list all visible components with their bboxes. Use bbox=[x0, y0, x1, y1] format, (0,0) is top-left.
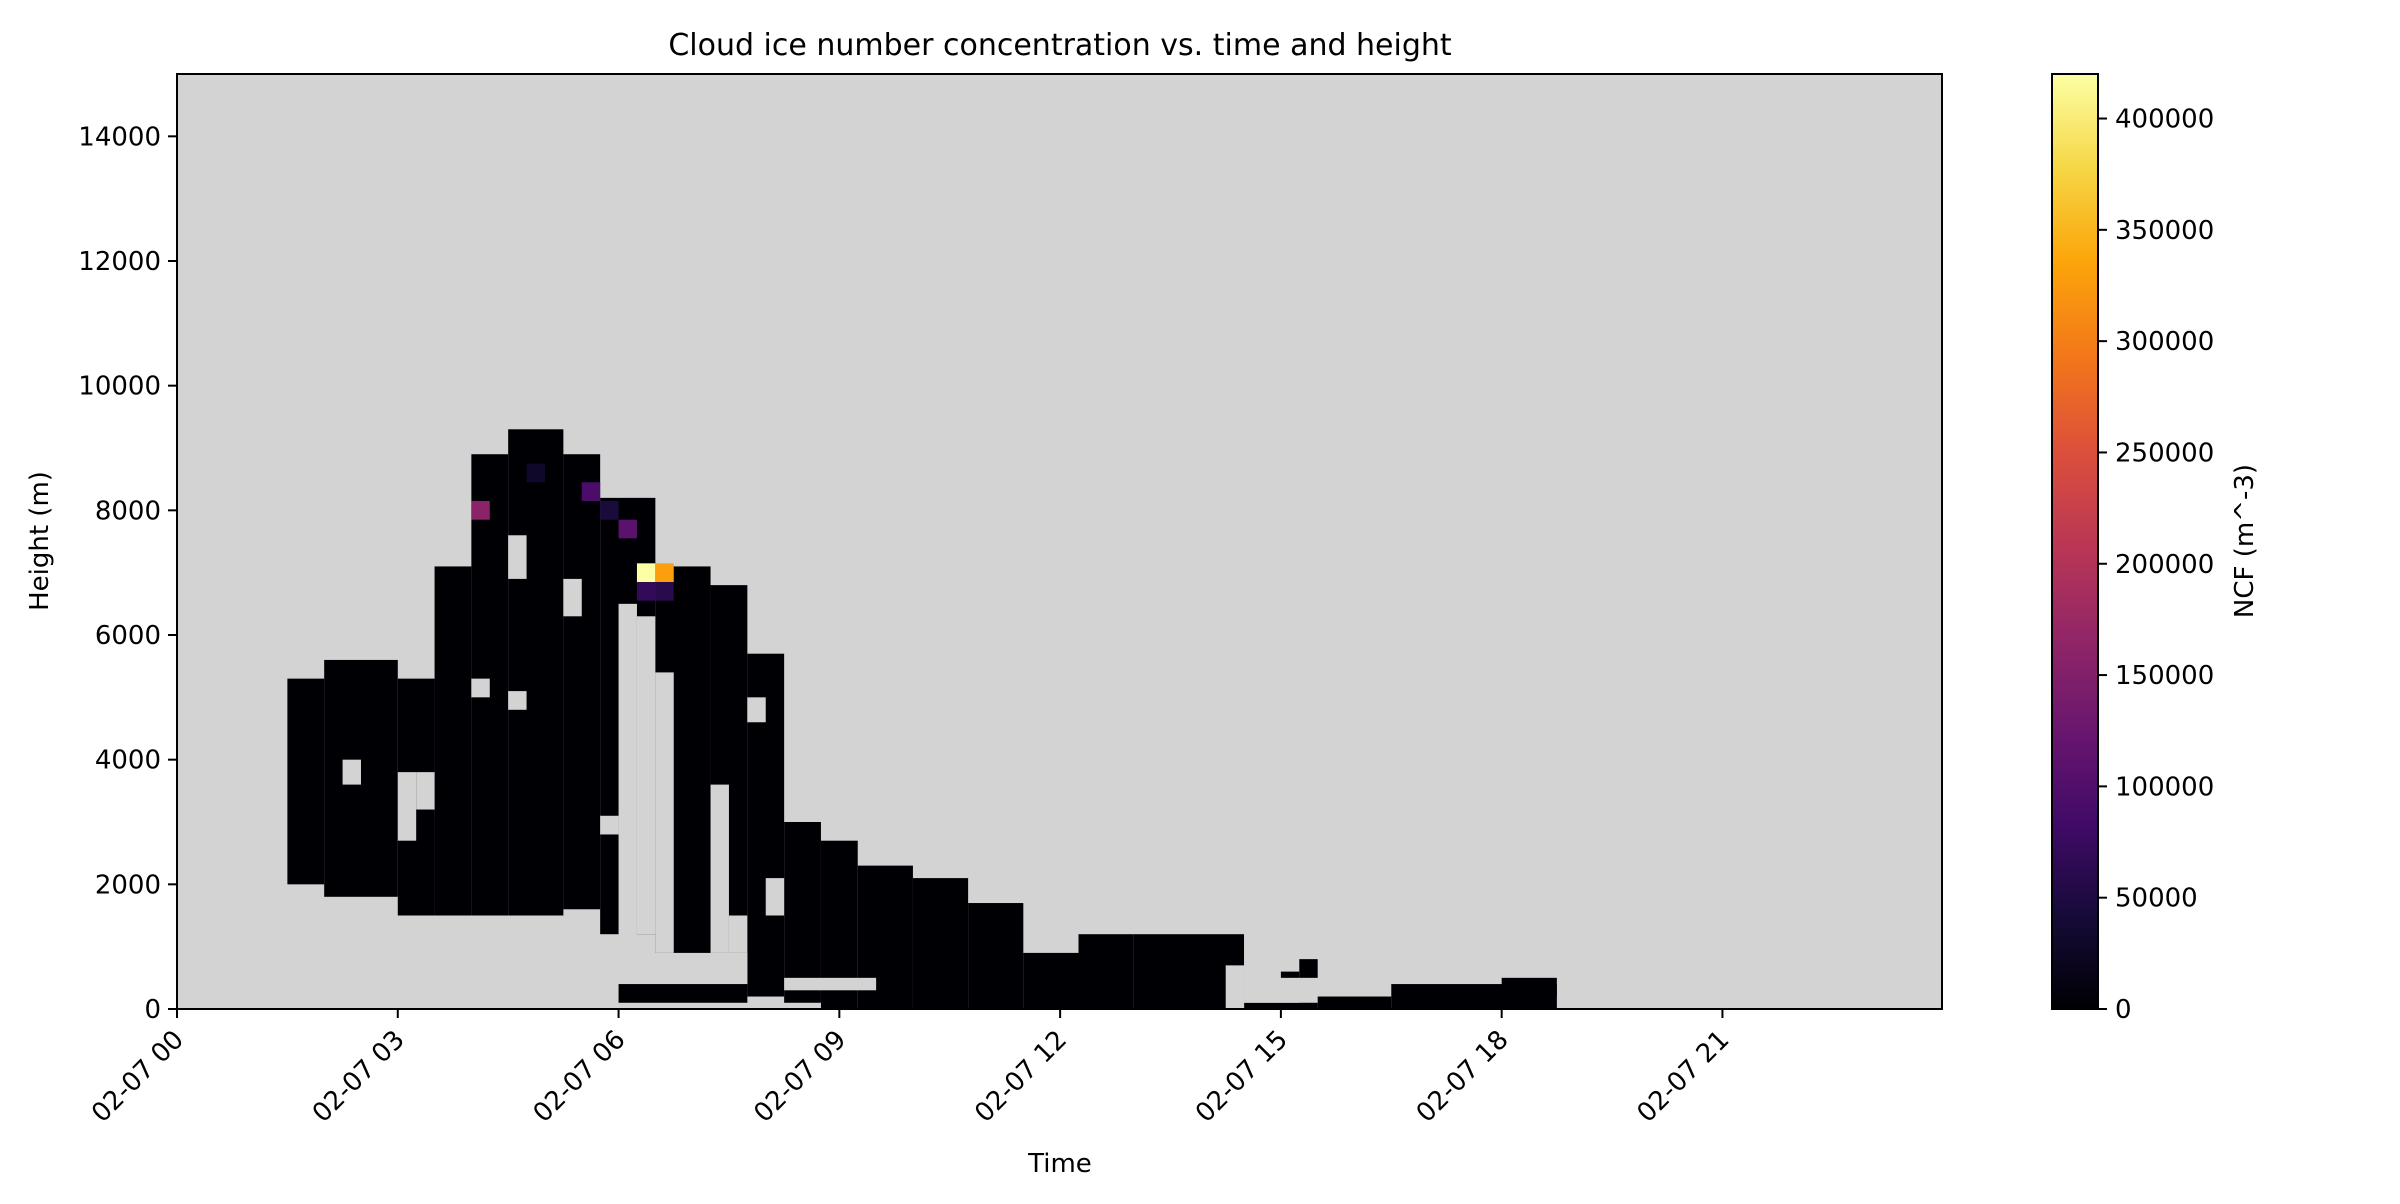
missing-gap bbox=[1225, 965, 1245, 1009]
colorbar-gradient bbox=[2051, 73, 2099, 1010]
colorbar-tick-label: 0 bbox=[2115, 995, 2132, 1025]
missing-gap bbox=[618, 603, 637, 953]
x-tick-label: 02-07 00 bbox=[86, 1025, 190, 1129]
cloud-fragment bbox=[618, 984, 748, 1003]
y-tick-label: 14000 bbox=[78, 122, 161, 152]
colorbar-tick-label: 300000 bbox=[2115, 327, 2214, 357]
missing-gap bbox=[1244, 934, 1300, 1003]
y-axis-label: Height (m) bbox=[25, 471, 55, 611]
colorbar: 0 50000 100000 150000 200000 250000 300000 3500… bbox=[2051, 73, 2260, 1025]
x-tick-label: 02-07 03 bbox=[307, 1025, 411, 1129]
missing-gap bbox=[710, 784, 729, 953]
x-tick-label: 02-07 09 bbox=[748, 1025, 852, 1129]
y-tick-label: 2000 bbox=[95, 870, 161, 900]
missing-gap bbox=[747, 697, 766, 723]
cloud-fragment bbox=[1501, 977, 1557, 997]
y-tick-label: 0 bbox=[144, 995, 161, 1025]
heatmap-cell bbox=[636, 582, 656, 601]
colorbar-tick-label: 50000 bbox=[2115, 884, 2198, 914]
x-axis: 02-07 00 02-07 03 02-07 06 02-07 09 02-07 12… bbox=[86, 1009, 1735, 1129]
missing-gap bbox=[563, 578, 582, 617]
cloud-column bbox=[287, 678, 325, 885]
colorbar-label: NCF (m^-3) bbox=[2230, 464, 2260, 618]
missing-gap bbox=[508, 535, 527, 579]
heatmap-cell bbox=[618, 519, 637, 539]
y-axis: 0 2000 4000 6000 8000 10000 12000 14000 bbox=[78, 122, 177, 1025]
heatmap-cell bbox=[655, 563, 674, 583]
missing-gap bbox=[508, 691, 527, 710]
missing-gap bbox=[342, 759, 361, 785]
cloud-column bbox=[1244, 1002, 1318, 1009]
cloud-column bbox=[912, 878, 969, 1009]
missing-gap bbox=[397, 772, 417, 841]
missing-gap bbox=[765, 878, 785, 916]
x-axis-label: Time bbox=[1027, 1149, 1092, 1179]
missing-gap bbox=[728, 915, 748, 953]
x-tick-label: 02-07 15 bbox=[1190, 1025, 1294, 1129]
missing-gap bbox=[416, 772, 435, 810]
colorbar-tick-label: 150000 bbox=[2115, 661, 2214, 691]
colorbar-tick-label: 400000 bbox=[2115, 105, 2214, 135]
y-tick-label: 10000 bbox=[78, 372, 161, 402]
heatmap-cell bbox=[581, 482, 601, 501]
colorbar-tick-label: 100000 bbox=[2115, 772, 2214, 802]
x-tick-label: 02-07 12 bbox=[969, 1025, 1073, 1129]
cloud-column bbox=[508, 429, 564, 916]
missing-gap bbox=[655, 672, 674, 953]
plot-area bbox=[176, 73, 1943, 1010]
cloud-column bbox=[563, 454, 601, 910]
colorbar-ticks: 0 50000 100000 150000 200000 250000 300000 3500… bbox=[2098, 105, 2214, 1025]
heatmap-cells bbox=[287, 429, 1557, 1009]
heatmap-cell bbox=[636, 563, 656, 583]
cloud-column bbox=[1023, 952, 1079, 1009]
missing-gap bbox=[600, 815, 619, 835]
cloud-fragment bbox=[1280, 971, 1300, 978]
x-tick-label: 02-07 06 bbox=[528, 1025, 632, 1129]
missing-gap bbox=[710, 952, 748, 985]
y-tick-label: 12000 bbox=[78, 247, 161, 277]
cloud-column bbox=[434, 566, 472, 916]
x-tick-label: 02-07 21 bbox=[1632, 1025, 1736, 1129]
y-tick-label: 8000 bbox=[95, 496, 161, 526]
missing-gap bbox=[636, 616, 656, 935]
missing-gap bbox=[784, 977, 877, 991]
heatmap-cell bbox=[526, 463, 545, 483]
heatmap-cell bbox=[655, 582, 674, 601]
cloud-fragment bbox=[1299, 959, 1318, 978]
colorbar-tick-label: 200000 bbox=[2115, 550, 2214, 580]
missing-gap bbox=[471, 678, 490, 698]
chart-title: Cloud ice number concentration vs. time … bbox=[668, 28, 1452, 63]
cloud-column bbox=[968, 903, 1024, 1009]
cloud-column bbox=[1078, 934, 1134, 1009]
y-tick-label: 4000 bbox=[95, 746, 161, 776]
x-tick-label: 02-07 18 bbox=[1411, 1025, 1515, 1129]
cloud-column bbox=[784, 822, 821, 1003]
heatmap-cell bbox=[471, 500, 490, 520]
y-tick-label: 6000 bbox=[95, 621, 161, 651]
heatmap-cell bbox=[600, 500, 619, 520]
cloud-column bbox=[1317, 996, 1392, 1009]
colorbar-tick-label: 350000 bbox=[2115, 216, 2214, 246]
colorbar-tick-label: 250000 bbox=[2115, 438, 2214, 468]
